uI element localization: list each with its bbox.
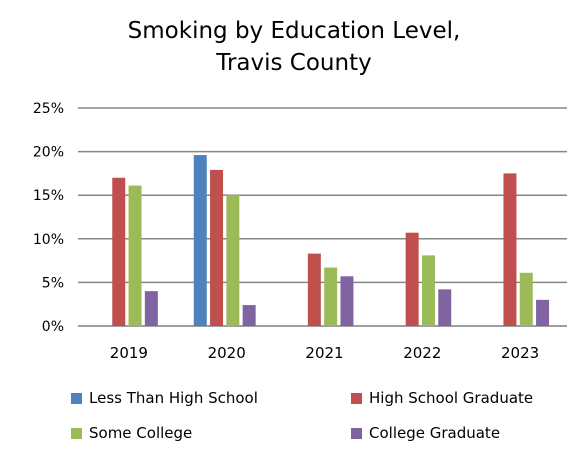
y-tick-label: 15% bbox=[33, 188, 64, 204]
legend-item-high-school-graduate: High School Graduate bbox=[351, 389, 533, 407]
bar bbox=[519, 272, 533, 326]
bar bbox=[193, 155, 207, 326]
y-tick-label: 25% bbox=[33, 101, 64, 117]
legend-item-some-college: Some College bbox=[71, 424, 192, 442]
legend-swatch bbox=[71, 427, 82, 439]
x-tick-label: 2019 bbox=[110, 344, 148, 362]
y-tick-label: 20% bbox=[33, 145, 64, 161]
y-tick-label: 0% bbox=[42, 319, 64, 335]
bar bbox=[405, 232, 419, 326]
bar bbox=[112, 177, 126, 326]
bar bbox=[210, 169, 224, 326]
legend-swatch bbox=[351, 427, 362, 439]
bar bbox=[503, 173, 517, 326]
bar bbox=[340, 276, 354, 326]
legend-item-college-graduate: College Graduate bbox=[351, 424, 500, 442]
legend-label: Less Than High School bbox=[89, 389, 258, 407]
bar bbox=[144, 291, 158, 326]
bar bbox=[421, 255, 435, 326]
chart-title-line-2: Travis County bbox=[216, 50, 372, 76]
chart-title-line-1: Smoking by Education Level, bbox=[127, 18, 461, 44]
y-tick-label: 10% bbox=[33, 232, 64, 248]
y-tick-label: 5% bbox=[42, 275, 64, 291]
bar bbox=[128, 185, 142, 326]
x-tick-label: 2023 bbox=[501, 344, 539, 362]
legend-label: High School Graduate bbox=[369, 389, 534, 407]
bar bbox=[242, 305, 256, 326]
legend-swatch bbox=[351, 392, 362, 404]
legend-swatch bbox=[71, 392, 82, 404]
bar bbox=[226, 195, 240, 326]
bar bbox=[438, 289, 452, 326]
legend-item-less-than-high-school: Less Than High School bbox=[71, 389, 258, 407]
bar bbox=[307, 253, 321, 326]
legend-label: College Graduate bbox=[369, 424, 501, 442]
legend-label: Some College bbox=[89, 424, 193, 442]
bar bbox=[536, 299, 550, 326]
bar bbox=[324, 267, 338, 326]
x-tick-label: 2021 bbox=[305, 344, 343, 362]
x-tick-label: 2022 bbox=[403, 344, 441, 362]
x-tick-label: 2020 bbox=[208, 344, 246, 362]
